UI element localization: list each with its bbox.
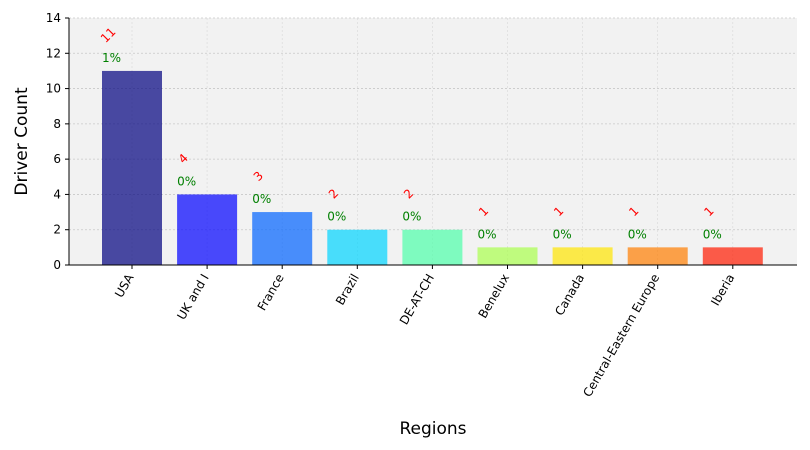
x-tick-label: Benelux [476,272,512,321]
bar [252,212,313,265]
x-ticks: USA UK and I France Brazil DE-AT-CH Benelux Ca… [112,265,737,399]
x-tick-label: Brazil [333,272,362,308]
y-axis-title: Driver Count [12,87,32,196]
percent-label: 0% [553,227,572,241]
y-tick-label: 6 [53,152,61,166]
percent-label: 0% [177,174,196,188]
bar [177,194,238,265]
bars [102,70,763,265]
y-tick-label: 2 [53,223,61,237]
bar [702,247,763,265]
percent-label: 0% [252,192,271,206]
bar [102,70,162,265]
y-tick-label: 0 [53,258,61,272]
bar [477,247,538,265]
y-tick-label: 12 [46,46,61,60]
bar-labels: 1%110%40%30%20%20%10%10%10%1 [98,25,722,242]
bar [627,247,688,265]
percent-label: 0% [478,227,497,241]
bar [327,229,388,265]
y-tick-label: 14 [46,11,61,25]
x-tick-label: Canada [552,272,587,319]
x-tick-label: France [255,272,287,314]
bar [402,229,463,265]
x-tick-label: USA [112,271,137,300]
y-tick-label: 8 [53,117,61,131]
y-tick-label: 10 [46,82,61,96]
percent-label: 1% [102,51,121,65]
y-tick-label: 4 [53,187,61,201]
percent-label: 0% [628,227,647,241]
percent-label: 0% [402,210,421,224]
percent-label: 0% [703,227,722,241]
bar [552,247,613,265]
percent-label: 0% [327,210,346,224]
x-axis-title: Regions [399,419,466,439]
x-tick-label: Central-Eastern Europe [580,272,662,400]
y-ticks: 0 2 4 6 8 10 12 14 [46,11,69,272]
x-tick-label: Iberia [708,272,737,309]
x-tick-label: DE-AT-CH [397,272,437,328]
x-tick-label: UK and I [174,272,211,323]
